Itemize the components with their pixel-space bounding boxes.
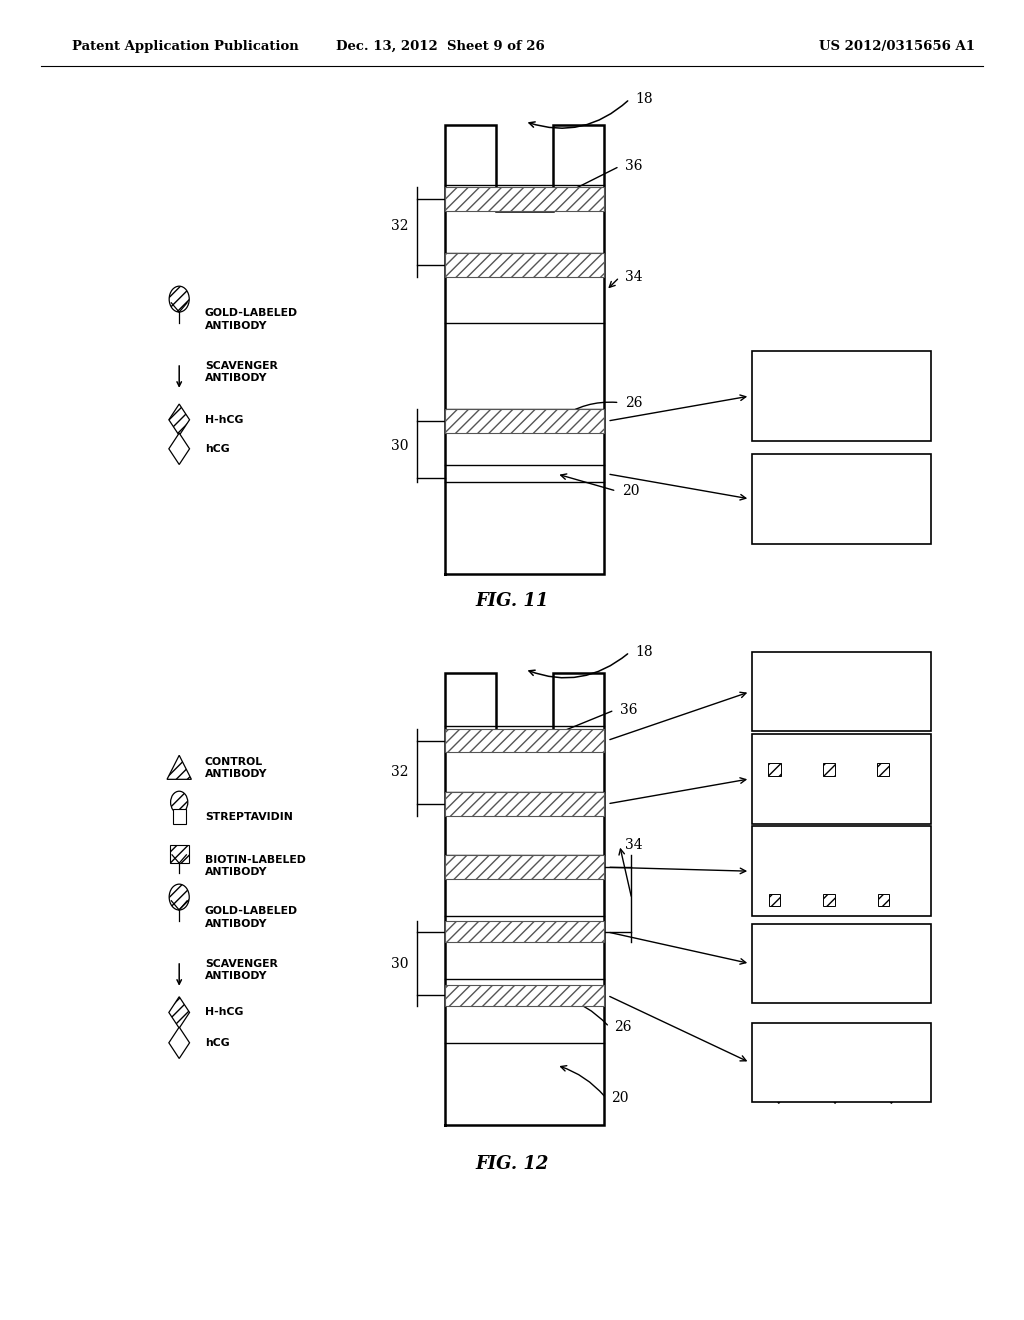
Text: GOLD-LABELED
ANTIBODY: GOLD-LABELED ANTIBODY [205,309,298,330]
Circle shape [876,743,891,762]
Text: hCG: hCG [205,1038,229,1048]
Polygon shape [773,516,788,540]
Bar [768,763,781,776]
Polygon shape [827,701,843,718]
Bar [445,792,604,816]
Bar [752,652,932,731]
Bar [445,187,604,211]
Bar [878,894,889,906]
Text: H-hCG: H-hCG [205,1007,243,1018]
Polygon shape [169,433,189,465]
Text: 34: 34 [625,838,642,851]
Bar [752,1023,932,1102]
Text: SCAVENGER
ANTIBODY: SCAVENGER ANTIBODY [205,362,278,383]
Text: SCAVENGER
ANTIBODY: SCAVENGER ANTIBODY [205,960,278,981]
Polygon shape [445,125,604,574]
Polygon shape [767,862,782,886]
Bar [445,921,604,942]
Text: 30: 30 [391,957,409,970]
Polygon shape [445,673,604,1125]
Circle shape [876,791,891,809]
Bar [445,253,604,277]
Text: FIG. 11: FIG. 11 [475,591,549,610]
Polygon shape [821,862,837,886]
Text: 32: 32 [391,766,409,779]
Text: hCG: hCG [205,444,229,454]
Bar [445,409,604,433]
Circle shape [821,791,837,809]
Text: FIG. 12: FIG. 12 [475,1155,549,1173]
Polygon shape [167,755,191,779]
Polygon shape [772,401,790,428]
Polygon shape [169,404,189,436]
Text: H-hCG: H-hCG [205,414,243,425]
Polygon shape [831,401,849,428]
Circle shape [169,286,189,312]
Polygon shape [885,1082,898,1104]
Text: 32: 32 [391,219,409,232]
Polygon shape [169,997,189,1028]
Polygon shape [891,401,908,428]
Text: 36: 36 [625,160,642,173]
Text: CONTROL
ANTIBODY: CONTROL ANTIBODY [205,758,267,779]
Circle shape [821,838,837,857]
Bar [752,351,932,441]
Bar [445,729,604,752]
Bar [769,894,780,906]
Bar [445,855,604,879]
Bar [877,763,890,776]
Polygon shape [772,1082,785,1104]
Text: 18: 18 [635,92,652,106]
Text: GOLD-LABELED
ANTIBODY: GOLD-LABELED ANTIBODY [205,907,298,928]
Bar [752,826,932,916]
Polygon shape [828,1082,842,1104]
Circle shape [831,363,849,384]
Circle shape [767,791,782,809]
Text: 30: 30 [391,438,409,453]
Text: STREPTAVIDIN: STREPTAVIDIN [205,812,293,822]
Circle shape [876,838,891,857]
Text: Dec. 13, 2012  Sheet 9 of 26: Dec. 13, 2012 Sheet 9 of 26 [336,40,545,53]
Circle shape [857,935,872,953]
Circle shape [169,884,189,909]
Bar [822,763,836,776]
Circle shape [767,743,782,762]
Bar [752,924,932,1003]
Text: 26: 26 [625,396,642,409]
Bar [823,894,835,906]
Polygon shape [884,701,899,718]
Circle shape [171,791,187,813]
Text: 20: 20 [622,484,639,498]
Circle shape [772,363,790,384]
Text: US 2012/0315656 A1: US 2012/0315656 A1 [819,40,975,53]
Text: BIOTIN-LABELED
ANTIBODY: BIOTIN-LABELED ANTIBODY [205,855,306,876]
Text: 34: 34 [625,271,642,284]
Bar [173,809,185,825]
Polygon shape [876,862,891,886]
Polygon shape [780,972,796,995]
Text: Patent Application Publication: Patent Application Publication [72,40,298,53]
Polygon shape [771,701,786,718]
Circle shape [827,663,843,684]
Circle shape [771,663,786,684]
Circle shape [891,363,908,384]
Polygon shape [833,516,848,540]
Text: 20: 20 [611,1092,629,1105]
Circle shape [884,663,899,684]
Circle shape [767,838,782,857]
Polygon shape [169,1027,189,1059]
Circle shape [821,743,837,762]
Circle shape [780,935,796,953]
Text: 18: 18 [635,645,652,659]
Polygon shape [892,516,907,540]
Text: 36: 36 [620,704,637,717]
Bar [445,985,604,1006]
Bar [752,454,932,544]
Bar [752,734,932,824]
Bar [170,845,188,863]
Polygon shape [857,972,872,995]
Text: 26: 26 [614,1020,632,1034]
